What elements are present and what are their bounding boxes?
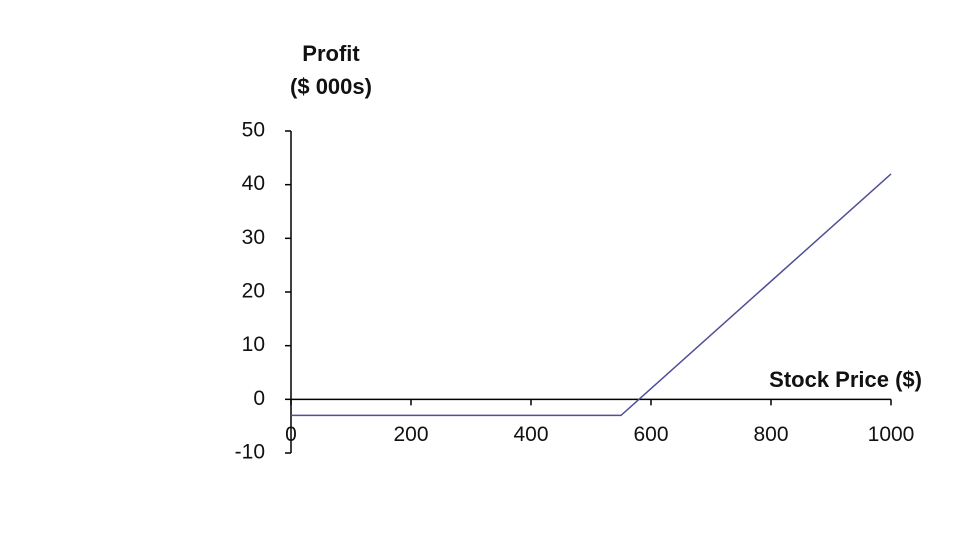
x-tick-label: 0 xyxy=(285,423,297,446)
x-tick-label: 600 xyxy=(633,423,668,446)
y-axis-title: Profit xyxy=(302,41,360,66)
y-tick-label: 0 xyxy=(253,387,265,410)
y-tick-label: 30 xyxy=(242,226,265,249)
x-tick-label: 200 xyxy=(393,423,428,446)
y-tick-label: -10 xyxy=(235,441,265,464)
x-tick-label: 400 xyxy=(513,423,548,446)
y-axis-title: ($ 000s) xyxy=(290,74,372,99)
y-tick-label: 40 xyxy=(242,172,265,195)
x-tick-label: 800 xyxy=(753,423,788,446)
y-tick-label: 10 xyxy=(242,333,265,356)
x-axis-title: Stock Price ($) xyxy=(769,367,922,392)
data-line xyxy=(291,173,892,417)
y-tick-label: 20 xyxy=(242,280,265,303)
y-tick-label: 50 xyxy=(242,119,265,142)
x-tick-label: 1000 xyxy=(868,423,915,446)
